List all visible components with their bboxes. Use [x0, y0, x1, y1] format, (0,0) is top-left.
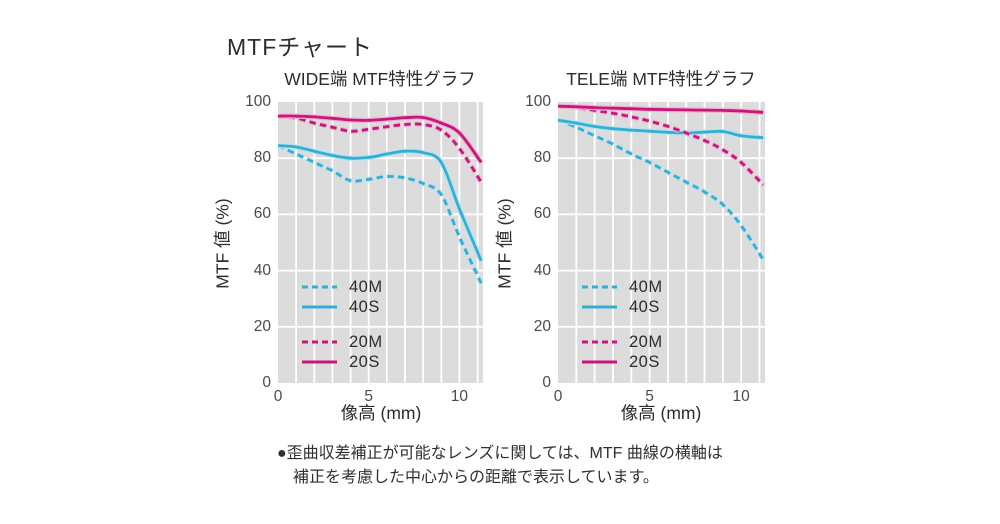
legend-label-40S: 40S: [629, 297, 660, 316]
footnote-line-1: ●歪曲収差補正が可能なレンズに関しては、MTF 曲線の横軸は: [277, 445, 723, 462]
wide-legend: 40M 40S 20M 20S: [302, 102, 462, 383]
y-tick-label: 80: [253, 149, 271, 167]
y-tick-label: 80: [533, 149, 551, 167]
y-tick-label: 60: [533, 205, 551, 223]
page-title: MTFチャート: [227, 34, 374, 60]
legend-line-40S: [302, 305, 337, 309]
x-tick-label: 0: [553, 388, 563, 405]
y-tick-label: 20: [533, 317, 551, 335]
legend-line-20S: [582, 360, 617, 364]
tele-x-axis-label: 像高 (mm): [620, 403, 702, 423]
tele-plot-area: 40M 40S 20M 20S: [558, 102, 765, 383]
wide-chart-title: WIDE端 MTF特性グラフ: [284, 69, 476, 89]
legend-label-40M: 40M: [629, 277, 663, 296]
y-tick-label: 0: [262, 374, 271, 391]
legend-line-40S: [582, 305, 617, 309]
legend-label-20M: 20M: [629, 332, 663, 351]
wide-plot-area: 40M 40S 20M 20S: [278, 102, 483, 383]
legend-label-40S: 40S: [349, 297, 380, 316]
y-tick-label: 40: [533, 261, 551, 279]
legend-item-40M: 40M: [582, 277, 663, 297]
series-40M-curve: [558, 118, 765, 261]
legend-line-20M: [582, 340, 617, 344]
legend-label-20S: 20S: [349, 352, 380, 371]
tele-chart-title: TELE端 MTF特性グラフ: [566, 69, 756, 89]
x-tick-label: 5: [645, 388, 654, 405]
series-40S-curve: [558, 118, 764, 140]
footnote-line-2: 補正を考慮した中心からの距離で表示しています。: [293, 469, 659, 486]
legend-item-40S: 40S: [302, 297, 380, 317]
legend-item-20S: 20S: [582, 352, 660, 372]
y-tick-label: 20: [253, 317, 271, 335]
series-40S-curve: [278, 144, 483, 262]
series-20S-curve: [278, 114, 483, 164]
legend-item-20M: 20M: [302, 332, 383, 352]
legend-label-40M: 40M: [349, 277, 383, 296]
legend-line-20M: [302, 340, 337, 344]
wide-x-axis-label: 像高 (mm): [340, 403, 422, 423]
wide-plot-canvas: [278, 102, 483, 383]
tele-plot-canvas: [558, 102, 765, 383]
series-40M-curve: [278, 144, 483, 284]
x-tick-label: 5: [364, 388, 374, 405]
legend-label-20S: 20S: [629, 352, 660, 371]
plot-background: [558, 102, 765, 383]
legend-item-40S: 40S: [582, 297, 660, 317]
y-tick-label: 60: [253, 205, 271, 223]
legend-line-20S: [302, 360, 337, 364]
y-tick-label: 100: [525, 93, 551, 110]
x-tick-label: 10: [450, 388, 469, 405]
y-tick-label: 40: [253, 261, 271, 279]
legend-line-40M: [582, 285, 617, 289]
tele-y-axis-label: MTF 値 (%): [494, 198, 515, 289]
x-tick-label: 0: [273, 388, 283, 405]
series-20S-curve: [558, 104, 764, 114]
series-20M-curve: [558, 104, 765, 186]
legend-line-40M: [302, 285, 337, 289]
legend-item-20S: 20S: [302, 352, 380, 372]
legend-item-40M: 40M: [302, 277, 383, 297]
tele-legend: 40M 40S 20M 20S: [582, 102, 742, 383]
y-tick-label: 100: [245, 93, 271, 110]
legend-label-20M: 20M: [349, 332, 383, 351]
legend-item-20M: 20M: [582, 332, 663, 352]
x-tick-label: 10: [732, 388, 750, 405]
y-tick-label: 0: [542, 374, 551, 391]
series-20M-curve: [278, 114, 483, 183]
